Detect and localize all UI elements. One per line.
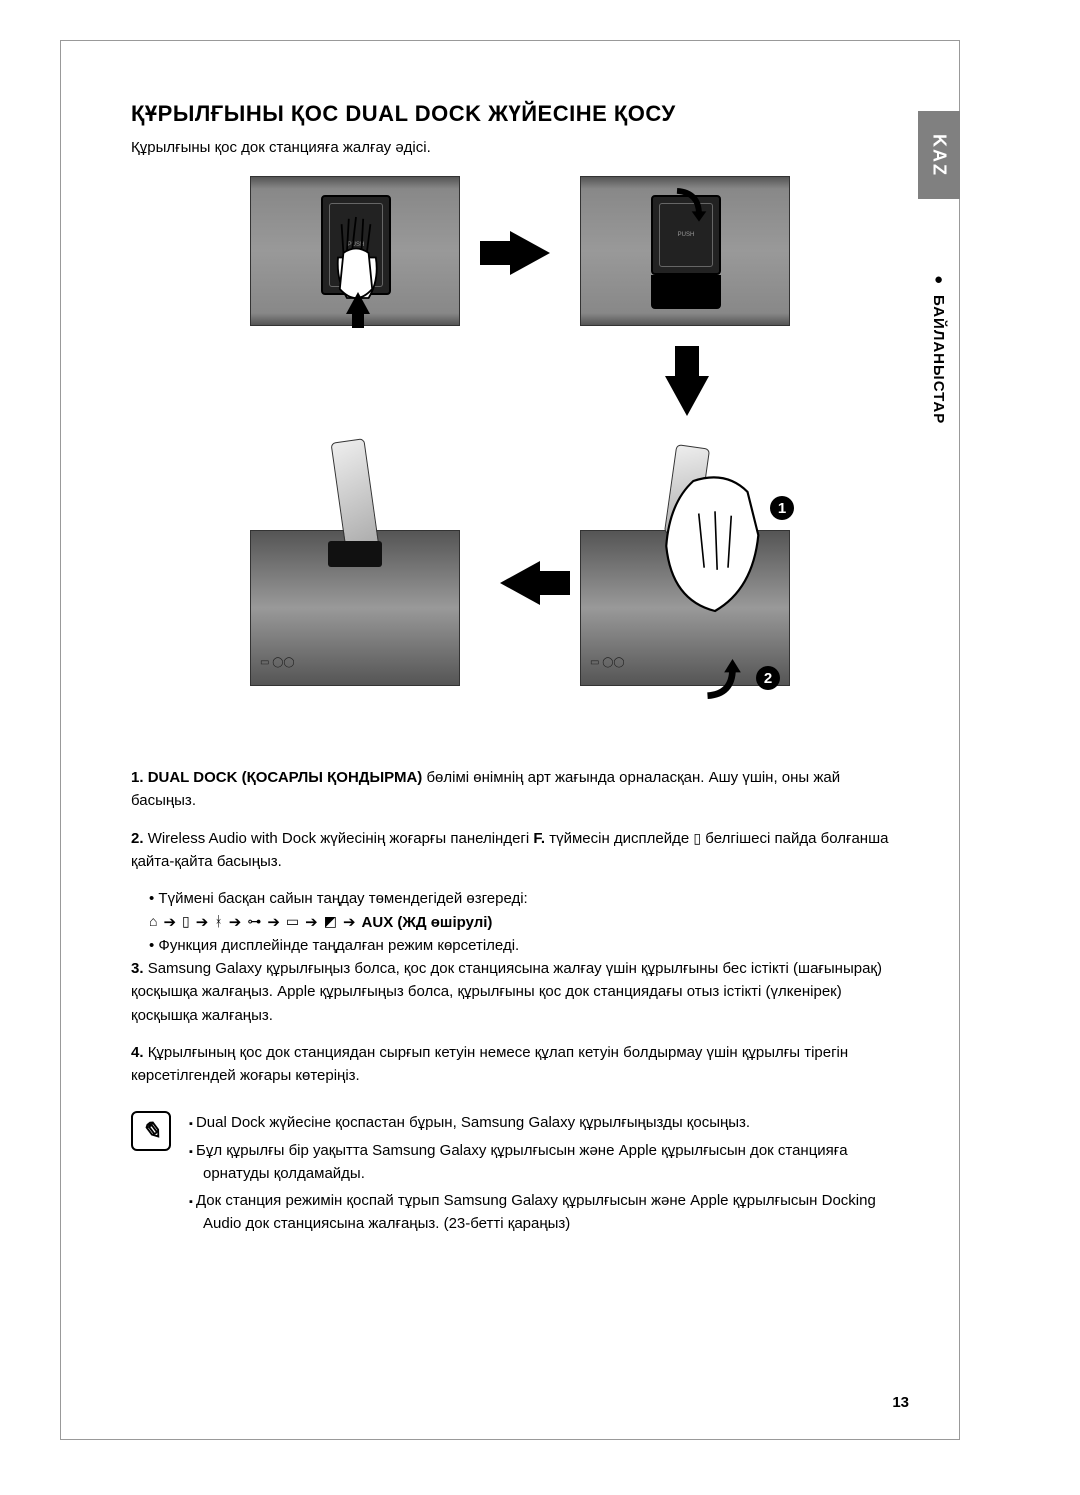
dock-panel-closed: PUSH — [250, 176, 460, 326]
step-1: 1. DUAL DOCK (ҚОСАРЛЫ ҚОНДЫРМА) бөлімі ө… — [131, 766, 909, 813]
note-box: ✎ Dual Dock жүйесіне қоспастан бұрын, Sa… — [131, 1111, 909, 1239]
device-icon: ▯ — [182, 911, 190, 933]
push-label: PUSH — [678, 232, 695, 238]
arrow-down-icon — [665, 376, 709, 416]
dock-insert-phone: 1 2 ▭ ◯◯ — [580, 446, 790, 686]
diagram: PUSH PUSH — [200, 176, 840, 736]
hand-hold-icon — [650, 466, 780, 626]
mode-sequence: ⌂ ➔ ▯ ➔ ᚼ ➔ ⊶ ➔ ▭ ➔ ◩ ➔ AUX (ЖД өшірулі) — [149, 911, 492, 934]
step-badge-2: 2 — [756, 666, 780, 690]
note-icon: ✎ — [131, 1111, 171, 1151]
manual-page: KAZ БАЙЛАНЫСТАР ҚҰРЫЛҒЫНЫ ҚОС DUAL DOCK … — [60, 40, 960, 1440]
language-tab: KAZ — [918, 111, 960, 199]
step-2-bullet-2: Функция дисплейінде таңдалған режим көрс… — [149, 934, 909, 957]
device-icon: ▯ — [693, 828, 701, 850]
step-2: 2. Wireless Audio with Dock жүйесінің жо… — [131, 827, 909, 874]
instructions: 1. DUAL DOCK (ҚОСАРЛЫ ҚОНДЫРМА) бөлімі ө… — [131, 766, 909, 1087]
screen-icon: ▭ — [286, 911, 299, 933]
arrow-curve-up-icon — [695, 654, 745, 704]
page-title: ҚҰРЫЛҒЫНЫ ҚОС DUAL DOCK ЖҮЙЕСІНЕ ҚОСУ — [131, 101, 909, 127]
connector-icons: ▭ ◯◯ — [260, 657, 295, 668]
dock-panel-open: PUSH — [580, 176, 790, 326]
note-item-3: Док станция режимін қоспай тұрып Samsung… — [189, 1189, 909, 1236]
arrow-left-icon — [500, 561, 540, 605]
page-subtitle: Құрылғыны қос док станцияға жалғау әдісі… — [131, 139, 909, 156]
radio-icon: ◩ — [324, 911, 337, 933]
note-item-1: Dual Dock жүйесіне қоспастан бұрын, Sams… — [189, 1111, 909, 1134]
dock-tray-icon — [651, 275, 721, 309]
arrow-right-icon — [510, 231, 550, 275]
connector-icons: ▭ ◯◯ — [590, 657, 625, 668]
arrow-push-up-icon — [346, 292, 370, 314]
usb-icon: ⊶ — [247, 911, 261, 933]
dock-base-icon — [328, 541, 382, 567]
step-badge-1: 1 — [770, 496, 794, 520]
step-3: 3. Samsung Galaxy құрылғыңыз болса, қос … — [131, 957, 909, 1027]
arrow-curve-down-icon — [666, 185, 710, 229]
note-item-2: Бұл құрылғы бір уақытта Samsung Galaxy қ… — [189, 1139, 909, 1186]
step-4: 4. Құрылғының қос док станциядан сырғып … — [131, 1041, 909, 1088]
bluetooth-icon: ᚼ — [214, 911, 222, 933]
page-number: 13 — [892, 1394, 909, 1411]
tv-icon: ⌂ — [149, 911, 157, 933]
step-2-bullet-1: Түймені басқан сайын таңдау төмендегідей… — [149, 887, 909, 934]
section-label: БАЙЛАНЫСТАР — [930, 271, 947, 424]
dock-phone-docked: ▭ ◯◯ — [250, 446, 460, 686]
